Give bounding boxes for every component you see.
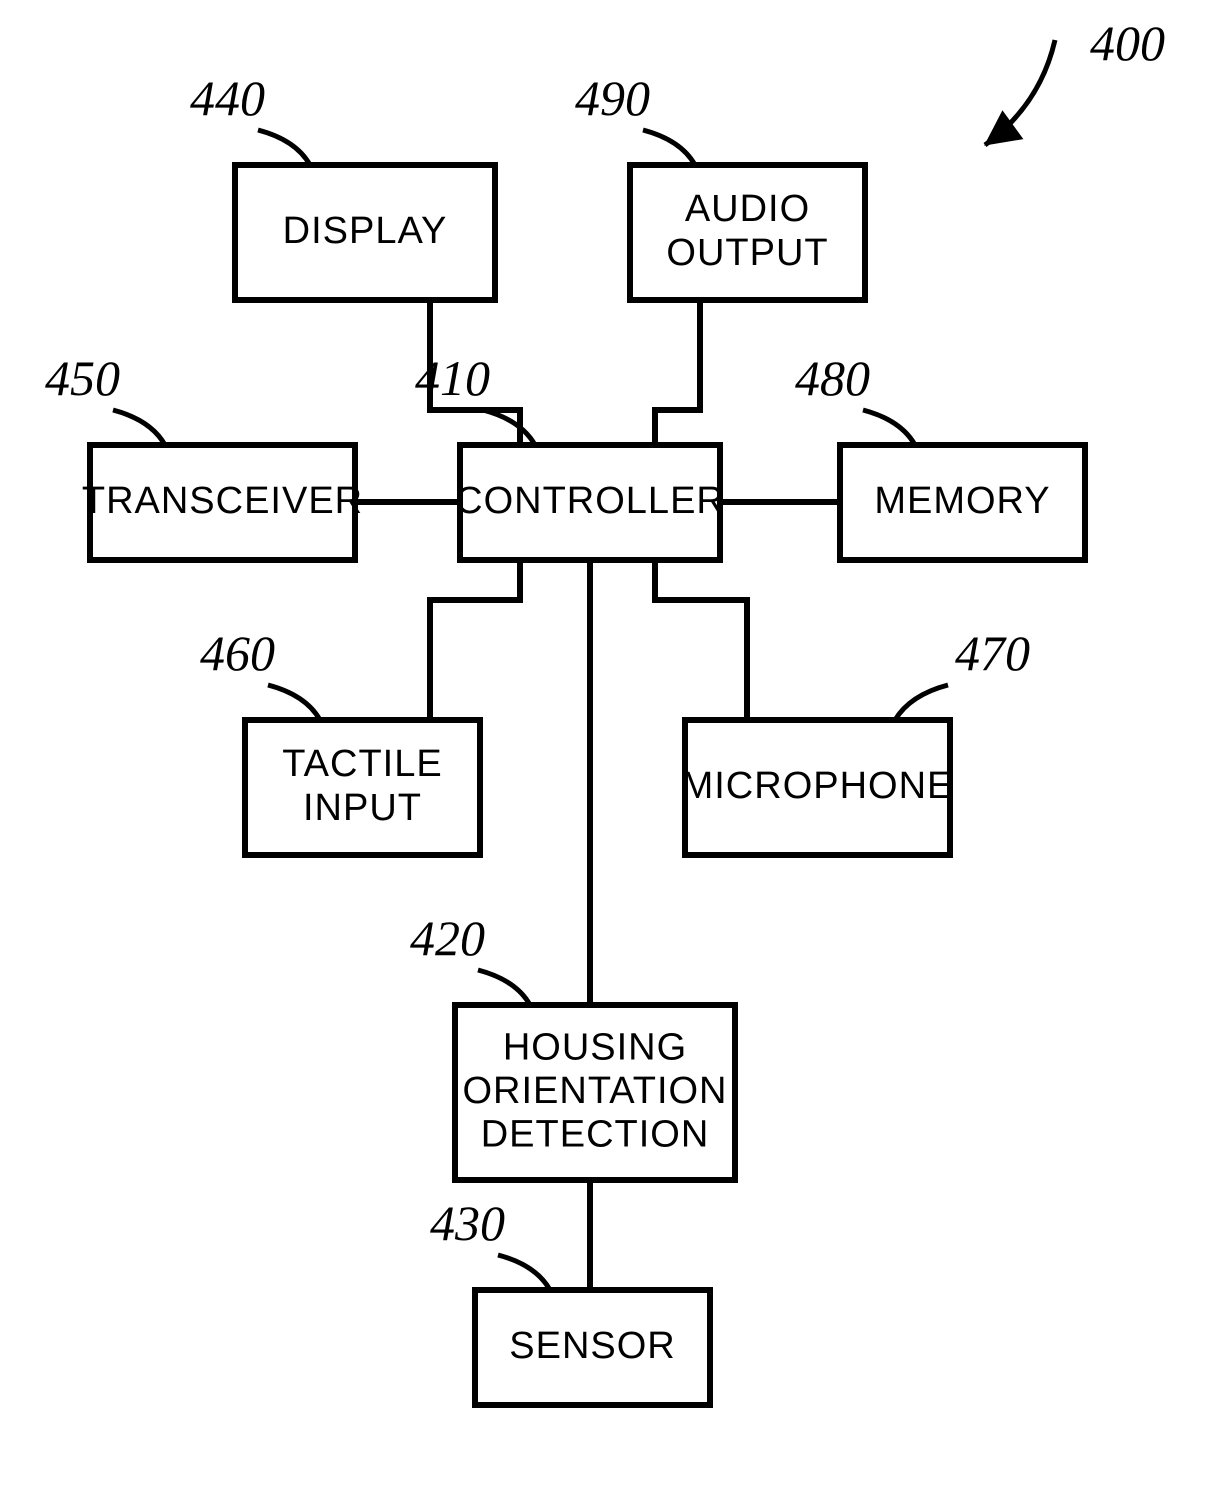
block-audio-label: OUTPUT: [666, 232, 828, 274]
ref-controller-leader: [483, 410, 535, 445]
block-tactile-label: TACTILE: [282, 743, 442, 785]
block-audio-label: AUDIO: [685, 188, 810, 230]
block-housing-label: HOUSING: [503, 1026, 687, 1068]
ref-microphone: 470: [955, 625, 1030, 681]
block-tactile-label: INPUT: [303, 787, 422, 829]
ref-display-leader: [258, 130, 310, 165]
ref-tactile-leader: [268, 685, 320, 720]
ref-tactile: 460: [200, 625, 275, 681]
ref-housing-leader: [478, 970, 530, 1005]
block-memory: MEMORY 480: [795, 350, 1085, 560]
block-sensor-label: SENSOR: [509, 1325, 675, 1367]
ref-housing: 420: [410, 910, 485, 966]
block-controller-label: CONTROLLER: [455, 480, 725, 522]
block-tactile: TACTILEINPUT 460: [200, 625, 480, 855]
ref-controller: 410: [415, 350, 490, 406]
block-housing-label: ORIENTATION: [462, 1070, 727, 1112]
block-diagram: DISPLAY 440 AUDIOOUTPUT 490 TRANSCEIVER 450 CO…: [0, 0, 1227, 1499]
ref-memory-leader: [863, 410, 915, 445]
block-transceiver: TRANSCEIVER 450: [45, 350, 363, 560]
edge-microphone-controller: [655, 560, 747, 720]
block-sensor: SENSOR 430: [430, 1195, 710, 1405]
edge-tactile-controller: [430, 560, 520, 720]
ref-audio-leader: [643, 130, 695, 165]
block-microphone-label: MICROPHONE: [682, 765, 954, 807]
ref-microphone-leader: [895, 685, 948, 720]
block-display-label: DISPLAY: [283, 210, 448, 252]
ref-memory: 480: [795, 350, 870, 406]
ref-transceiver: 450: [45, 350, 120, 406]
edge-audio-controller: [655, 300, 700, 445]
block-display: DISPLAY 440: [190, 70, 495, 300]
ref-sensor: 430: [430, 1195, 505, 1251]
ref-sensor-leader: [498, 1255, 550, 1290]
block-microphone: MICROPHONE 470: [682, 625, 1030, 855]
ref-audio: 490: [575, 70, 650, 126]
ref-transceiver-leader: [113, 410, 165, 445]
block-audio: AUDIOOUTPUT 490: [575, 70, 865, 300]
block-transceiver-label: TRANSCEIVER: [82, 480, 363, 522]
block-housing: HOUSINGORIENTATIONDETECTION 420: [410, 910, 735, 1180]
ref-display: 440: [190, 70, 265, 126]
block-housing-label: DETECTION: [481, 1114, 710, 1156]
block-memory-label: MEMORY: [874, 480, 1050, 522]
figure-ref: 400: [1090, 15, 1165, 71]
block-controller: CONTROLLER 410: [415, 350, 725, 560]
